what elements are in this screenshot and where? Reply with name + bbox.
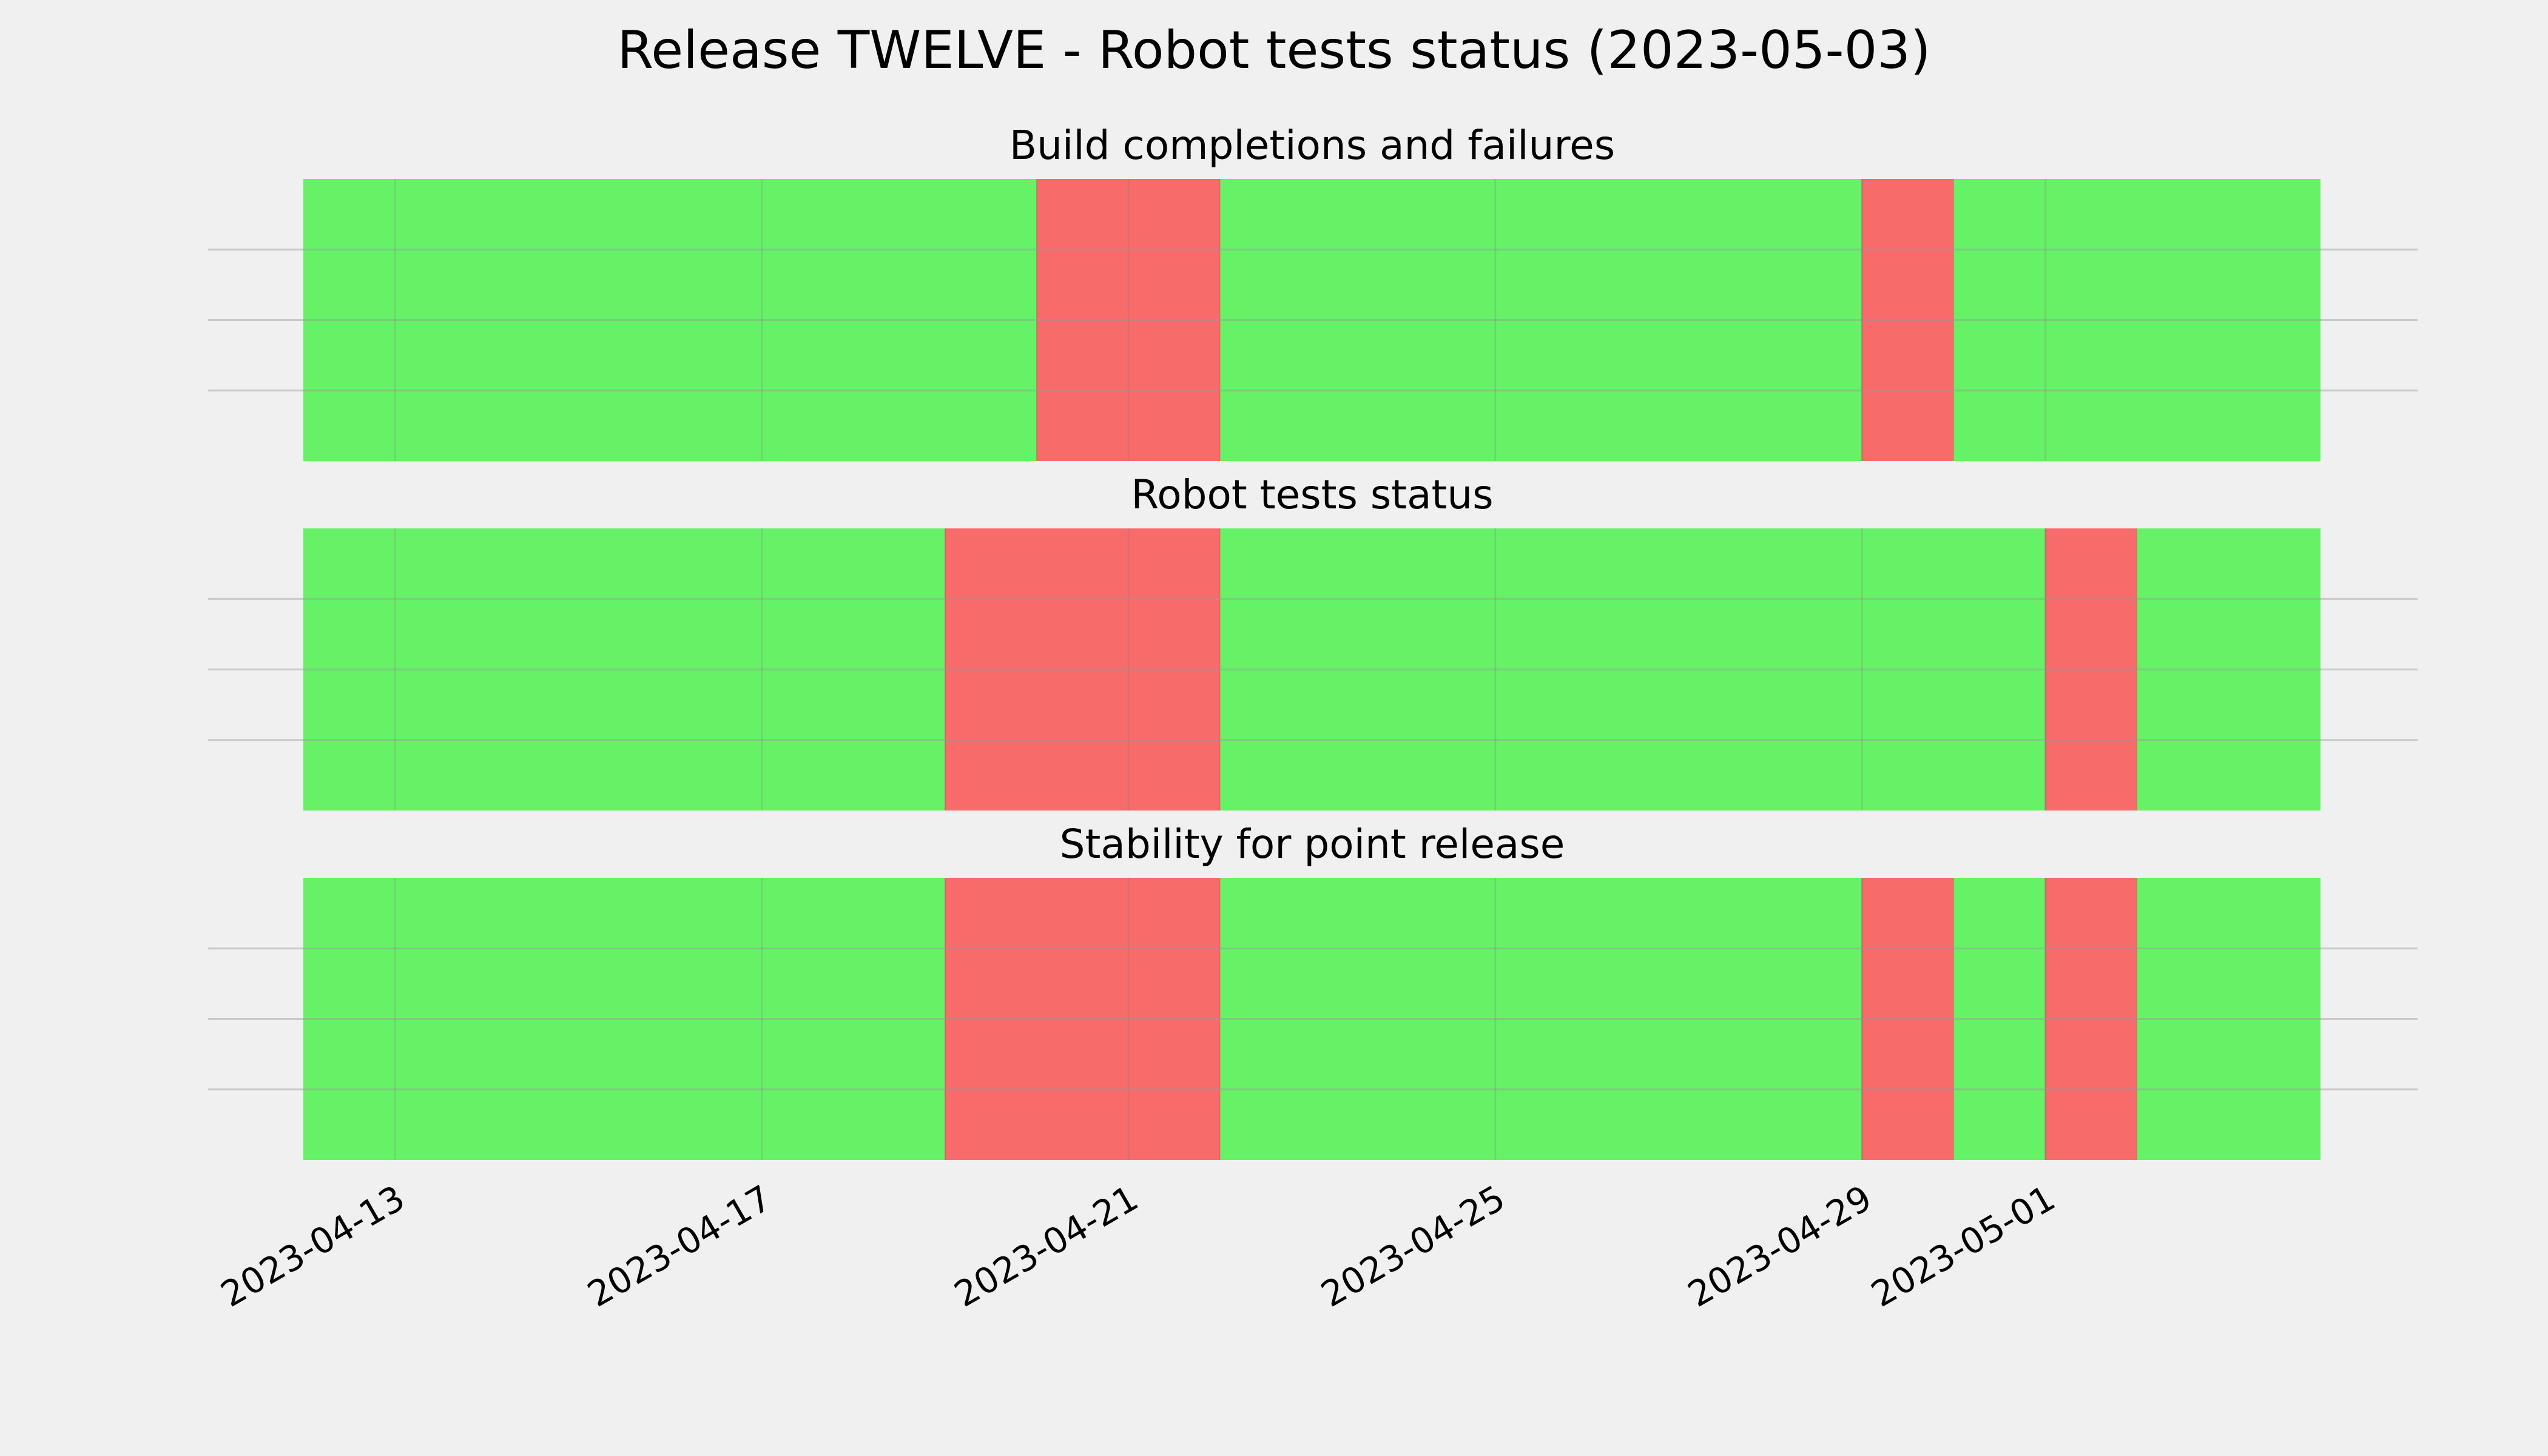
panel-2-segment-4-fail	[2045, 528, 2137, 811]
panel-2-segment-1-pass	[303, 528, 945, 811]
panel-1-segment-4-fail	[1862, 179, 1954, 461]
panel-3-segments	[303, 878, 2320, 1160]
panel-1-segments	[303, 179, 2320, 461]
panel-3-segment-6-fail	[2045, 878, 2137, 1160]
panel-2-segment-2-fail	[945, 528, 1221, 811]
panel-3-title: Stability for point release	[1060, 821, 1565, 868]
panel-1-segment-2-fail	[1037, 179, 1221, 461]
panel-1-gridlines	[208, 179, 2418, 461]
panel-1-segment-3-pass	[1220, 179, 1862, 461]
panel-2: Robot tests status	[208, 471, 2418, 811]
panel-3-gridlines	[208, 878, 2418, 1160]
panel-3-segment-4-fail	[1862, 878, 1954, 1160]
panel-1-segment-5-pass	[1953, 179, 2320, 461]
panel-2-title: Robot tests status	[1131, 471, 1493, 518]
panel-1: Build completions and failures	[208, 122, 2418, 461]
panel-3-segment-2-fail	[945, 878, 1221, 1160]
chart-title: Release TWELVE - Robot tests status (202…	[617, 20, 1930, 81]
panel-1-segment-1-pass	[303, 179, 1037, 461]
panel-3-segment-7-pass	[2137, 878, 2320, 1160]
panel-1-title: Build completions and failures	[1009, 122, 1615, 169]
panel-3-segment-3-pass	[1220, 878, 1862, 1160]
panel-3-segment-5-pass	[1953, 878, 2046, 1160]
panel-2-segments	[303, 528, 2320, 811]
panel-2-segment-5-pass	[2137, 528, 2320, 811]
panel-2-segment-3-pass	[1220, 528, 2046, 811]
panel-3: Stability for point release	[208, 821, 2418, 1160]
panel-3-segment-1-pass	[303, 878, 945, 1160]
panel-2-gridlines	[208, 528, 2418, 811]
